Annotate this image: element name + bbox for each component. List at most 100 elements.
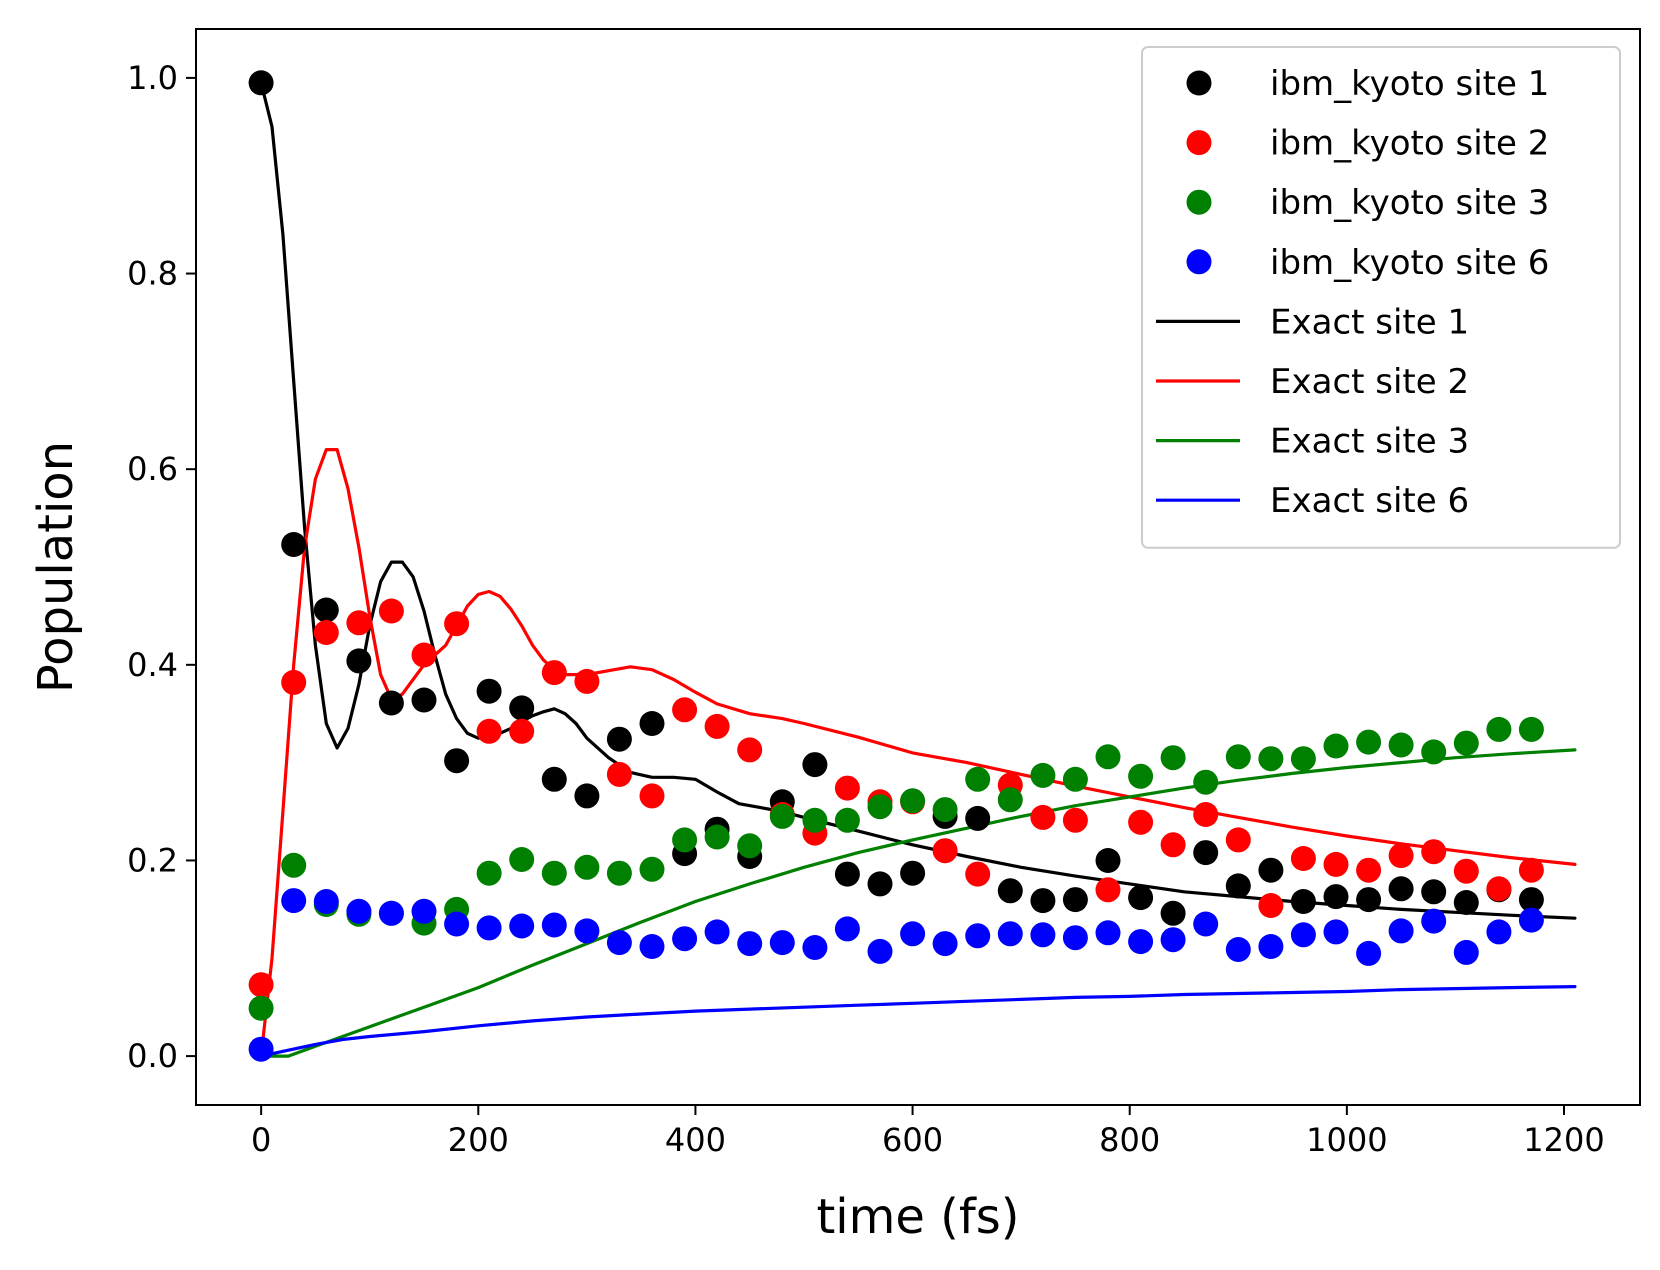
point-ibm-kyoto-site-1: [1421, 879, 1447, 905]
point-ibm-kyoto-site-6: [737, 931, 763, 957]
point-ibm-kyoto-site-2: [509, 718, 535, 744]
point-ibm-kyoto-site-3: [1258, 746, 1284, 772]
point-ibm-kyoto-site-6: [1356, 940, 1382, 966]
point-ibm-kyoto-site-6: [476, 915, 502, 941]
x-tick-label: 1200: [1523, 1121, 1604, 1159]
y-tick-label: 0.4: [127, 646, 178, 684]
legend-label: ibm_kyoto site 1: [1270, 64, 1549, 104]
legend-label: Exact site 3: [1270, 422, 1469, 462]
point-ibm-kyoto-site-1: [378, 690, 404, 716]
y-tick-label: 0.6: [127, 450, 178, 488]
point-ibm-kyoto-site-2: [1128, 809, 1154, 835]
point-ibm-kyoto-site-6: [639, 934, 665, 959]
point-ibm-kyoto-site-2: [1062, 807, 1088, 833]
point-ibm-kyoto-site-6: [248, 1036, 274, 1062]
point-ibm-kyoto-site-1: [834, 861, 860, 887]
x-tick-label: 1000: [1306, 1121, 1387, 1159]
point-ibm-kyoto-site-2: [444, 611, 470, 637]
y-tick-label: 1.0: [127, 59, 178, 97]
point-ibm-kyoto-site-3: [867, 794, 893, 820]
point-ibm-kyoto-site-6: [1095, 920, 1121, 946]
point-ibm-kyoto-site-2: [313, 620, 339, 645]
point-ibm-kyoto-site-6: [1518, 907, 1544, 933]
y-tick-label: 0.8: [127, 255, 178, 293]
point-ibm-kyoto-site-2: [965, 861, 991, 887]
point-ibm-kyoto-site-2: [541, 660, 567, 686]
legend-label: ibm_kyoto site 2: [1270, 124, 1549, 164]
point-ibm-kyoto-site-6: [672, 926, 698, 952]
point-ibm-kyoto-site-2: [1388, 843, 1414, 869]
point-ibm-kyoto-site-6: [1225, 937, 1251, 962]
point-ibm-kyoto-site-6: [1421, 908, 1447, 934]
point-ibm-kyoto-site-6: [281, 888, 307, 914]
point-ibm-kyoto-site-3: [476, 860, 502, 886]
point-ibm-kyoto-site-3: [932, 797, 958, 823]
point-ibm-kyoto-site-3: [1388, 732, 1414, 758]
point-ibm-kyoto-site-2: [1030, 804, 1056, 830]
point-ibm-kyoto-site-6: [900, 921, 926, 947]
point-ibm-kyoto-site-2: [672, 697, 698, 723]
point-ibm-kyoto-site-3: [1095, 744, 1121, 770]
point-ibm-kyoto-site-3: [672, 827, 698, 853]
legend-box: [1141, 46, 1621, 549]
point-ibm-kyoto-site-6: [1258, 934, 1284, 959]
legend-marker-ibm-kyoto-site-2: [1186, 130, 1212, 156]
point-ibm-kyoto-site-3: [1421, 739, 1447, 765]
point-ibm-kyoto-site-2: [248, 972, 274, 998]
point-ibm-kyoto-site-2: [1356, 857, 1382, 883]
point-ibm-kyoto-site-3: [900, 788, 926, 814]
point-ibm-kyoto-site-6: [997, 921, 1023, 947]
point-ibm-kyoto-site-3: [1356, 729, 1382, 755]
x-axis-title: time (fs): [816, 1189, 1019, 1245]
point-ibm-kyoto-site-2: [932, 838, 958, 864]
point-ibm-kyoto-site-2: [1323, 851, 1349, 877]
y-axis: 0.0 0.2 0.4 0.6 0.8 1.0: [127, 59, 196, 1075]
plot-area-frame: [195, 28, 1641, 1106]
point-ibm-kyoto-site-1: [1062, 887, 1088, 913]
x-tick-label: 600: [882, 1121, 943, 1159]
point-ibm-kyoto-site-3: [509, 847, 535, 872]
point-ibm-kyoto-site-1: [411, 687, 437, 713]
point-ibm-kyoto-site-3: [606, 860, 632, 886]
point-ibm-kyoto-site-6: [1290, 922, 1316, 948]
point-ibm-kyoto-site-2: [1290, 846, 1316, 871]
point-ibm-kyoto-site-6: [411, 898, 437, 924]
point-ibm-kyoto-site-3: [1128, 763, 1154, 789]
point-ibm-kyoto-site-6: [867, 938, 893, 964]
line-exact-site-1: [259, 81, 1577, 920]
point-ibm-kyoto-site-6: [313, 889, 339, 914]
point-ibm-kyoto-site-1: [1030, 888, 1056, 914]
point-ibm-kyoto-site-1: [802, 752, 828, 778]
legend-marker-ibm-kyoto-site-1: [1186, 70, 1212, 96]
point-ibm-kyoto-site-3: [704, 824, 730, 850]
point-ibm-kyoto-site-2: [639, 783, 665, 809]
legend-label: ibm_kyoto site 3: [1270, 183, 1549, 223]
x-tick-label: 200: [448, 1121, 509, 1159]
point-ibm-kyoto-site-1: [965, 805, 991, 831]
point-ibm-kyoto-site-1: [1225, 873, 1251, 899]
point-ibm-kyoto-site-3: [639, 856, 665, 882]
point-ibm-kyoto-site-1: [574, 783, 600, 809]
point-ibm-kyoto-site-6: [444, 911, 470, 937]
point-ibm-kyoto-site-6: [1062, 925, 1088, 951]
point-ibm-kyoto-site-3: [834, 807, 860, 833]
point-ibm-kyoto-site-6: [574, 918, 600, 944]
point-ibm-kyoto-site-1: [997, 878, 1023, 904]
point-ibm-kyoto-site-1: [281, 532, 307, 557]
point-ibm-kyoto-site-6: [1128, 929, 1154, 955]
point-ibm-kyoto-site-3: [1160, 745, 1186, 771]
legend: ibm_kyoto site 1 ibm_kyoto site 2 ibm_kyot…: [1141, 46, 1621, 549]
point-ibm-kyoto-site-1: [900, 860, 926, 886]
legend-marker-ibm-kyoto-site-3: [1186, 189, 1212, 215]
point-ibm-kyoto-site-3: [737, 833, 763, 859]
point-ibm-kyoto-site-1: [1258, 857, 1284, 883]
line-exact-site-3: [259, 748, 1577, 1058]
point-ibm-kyoto-site-1: [313, 597, 339, 623]
point-ibm-kyoto-site-3: [1030, 762, 1056, 788]
point-ibm-kyoto-site-6: [802, 935, 828, 960]
point-ibm-kyoto-site-1: [509, 695, 535, 721]
point-ibm-kyoto-site-2: [574, 668, 600, 694]
x-tick-label: 0: [251, 1121, 271, 1159]
point-ibm-kyoto-site-1: [346, 648, 372, 674]
point-ibm-kyoto-site-6: [1388, 918, 1414, 944]
